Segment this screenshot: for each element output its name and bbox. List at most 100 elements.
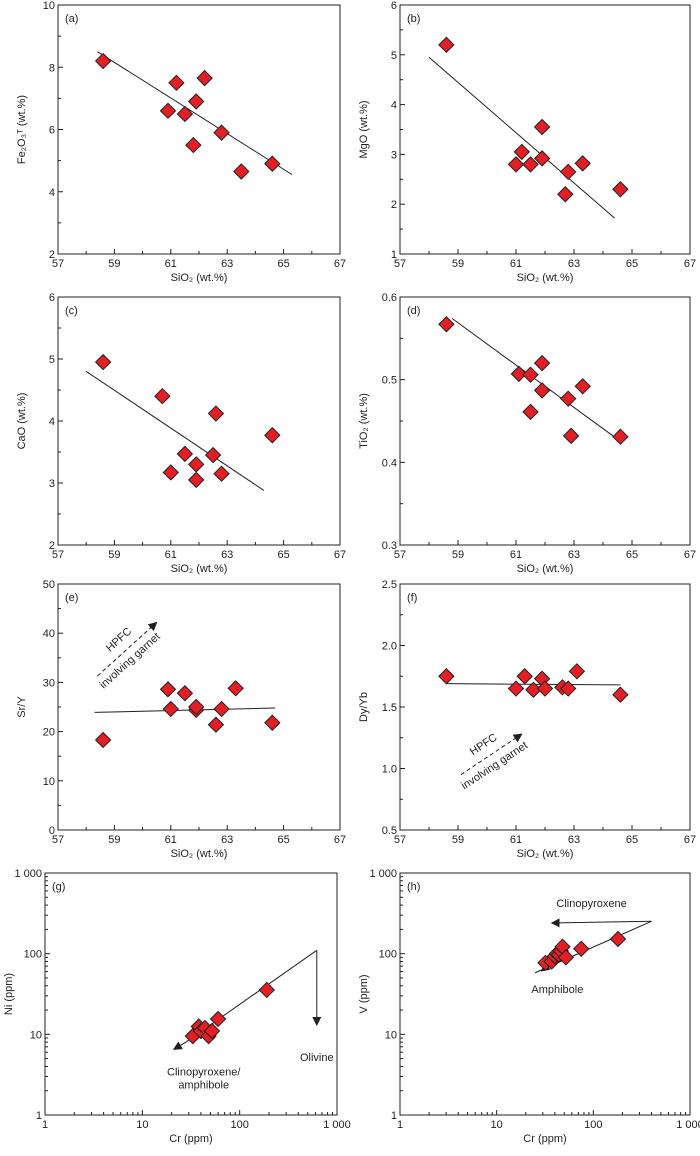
y-axis-title-c: CaO (wt.%) [16,393,28,450]
x-axis-title-c: SiO₂ (wt.%) [171,563,228,575]
data-point-f [516,668,533,685]
data-point-g [209,1010,227,1028]
data-point-b [612,181,629,198]
data-point-e [187,698,205,716]
x-tick-label-a: 59 [108,258,120,270]
data-point-c [154,387,171,405]
y-tick-label-a: 4 [49,187,55,199]
data-point-d [510,365,528,383]
y-tick-label-h: 100 [379,949,397,961]
plot-frame-d [399,296,691,546]
data-point-h [573,940,590,957]
x-tick-label-d: 61 [510,549,522,561]
data-point-f [612,686,629,703]
data-point-d [562,427,580,445]
y-axis-title-d: TiO₂ (wt.%) [358,393,370,449]
x-tick-label-f: 67 [684,834,696,846]
x-tick-label-b: 65 [626,258,638,270]
y-tick-label-c: 4 [49,416,55,428]
y-tick-label-h: 10 [385,1029,397,1041]
data-point-h [557,949,575,966]
y-tick-label-f: 1.5 [382,702,397,714]
vector-label-g-0: Olivine [300,1052,334,1064]
x-axis-title-f: SiO₂ (wt.%) [517,848,574,860]
y-tick-label-b: 5 [391,50,397,62]
data-point-a [187,93,205,110]
plot-frame-g [44,872,338,1116]
data-point-e [162,700,180,718]
y-tick-label-f: 2.0 [382,641,397,653]
y-tick-label-b: 6 [391,0,397,12]
x-tick-label-f: 61 [510,834,522,846]
data-point-a [159,102,177,120]
vector-arrow-g-1 [172,1041,187,1050]
y-axis-title-f: Dy/Yb [358,692,370,722]
data-point-a [168,74,185,92]
x-tick-label-h: 1 [397,1119,403,1131]
x-tick-label-a: 65 [277,258,289,270]
vector-label-g-1: Clinopyroxene/ [167,1066,241,1078]
y-tick-label-e: 10 [43,776,55,788]
x-tick-label-f: 57 [394,834,406,846]
chart-panel-a: 57 59 61 63 65 67 2 4 6 8 10 SiO₂ (wt.%) Fe₂O₃ᵀ (wt.… [16,0,346,284]
hpfc-arrow-f [460,733,523,776]
x-axis-title-a: SiO₂ (wt.%) [171,272,228,284]
chart-panel-g: 1 10 100 1 000 1 10 100 1 000 Cr (ppm) Ni (ppm) (g… [3,868,351,1145]
data-point-c [94,353,112,371]
panel-label-h: (h) [407,881,420,893]
data-point-f [438,668,455,685]
x-tick-label-e: 65 [277,834,289,846]
data-point-d [438,316,455,333]
x-tick-label-e: 67 [334,834,346,846]
panel-label-f: (f) [407,592,417,604]
x-tick-label-h: 10 [491,1119,503,1131]
x-axis-title-d: SiO₂ (wt.%) [517,563,574,575]
chart-panel-f: 57 59 61 63 65 67 0.5 1.0 1.5 2.0 2.5 SiO₂ (wt.%) Dy… [358,579,696,860]
x-tick-label-c: 61 [165,549,177,561]
y-tick-label-e: 0 [49,825,55,837]
x-axis-title-e: SiO₂ (wt.%) [171,848,228,860]
data-point-a [213,124,230,141]
data-point-d [612,428,629,445]
data-point-b [513,143,531,161]
x-tick-label-g: 1 000 [323,1119,351,1131]
y-tick-label-c: 6 [49,292,55,304]
data-point-a [196,69,213,87]
y-axis-title-b: MgO (wt.%) [358,100,370,158]
x-tick-label-e: 63 [221,834,233,846]
x-tick-label-d: 59 [452,549,464,561]
x-tick-label-d: 57 [394,549,406,561]
x-tick-label-b: 67 [684,258,696,270]
data-point-e [94,731,112,749]
data-point-e [264,714,281,731]
chart-panel-e: 57 59 61 63 65 67 0 10 20 30 40 50 SiO₂ (wt.%) Sr/Y (e… [16,579,346,860]
y-tick-label-d: 0.4 [382,457,397,469]
y-tick-label-e: 30 [43,677,55,689]
y-tick-label-d: 0.5 [382,375,397,387]
data-point-b [533,118,551,136]
x-tick-label-c: 65 [277,549,289,561]
x-tick-label-c: 57 [52,549,64,561]
data-point-a [176,105,194,123]
chart-panel-d: 57 59 61 63 65 67 0.3 0.4 0.5 0.6 SiO₂ (wt.%) TiO₂ … [358,292,696,575]
y-axis-title-e: Sr/Y [16,696,28,718]
y-tick-label-h: 1 000 [369,868,397,880]
data-point-a [233,163,250,180]
plot-frame-h [399,872,691,1116]
panel-label-b: (b) [407,13,420,25]
y-tick-label-d: 0.6 [382,292,397,304]
y-tick-label-c: 3 [49,478,55,490]
x-tick-label-e: 61 [165,834,177,846]
x-tick-label-d: 63 [568,549,580,561]
data-point-d [574,378,591,395]
vector-arrow-h-0 [550,918,652,928]
data-point-b [522,156,539,173]
y-tick-label-b: 2 [391,199,397,211]
data-point-b [507,156,525,173]
x-tick-label-c: 59 [108,549,120,561]
data-point-f [536,680,554,697]
data-point-f [507,680,525,697]
x-tick-label-c: 63 [221,549,233,561]
vector-label-h-0: Clinopyroxene [556,898,626,910]
data-point-g [258,981,276,999]
